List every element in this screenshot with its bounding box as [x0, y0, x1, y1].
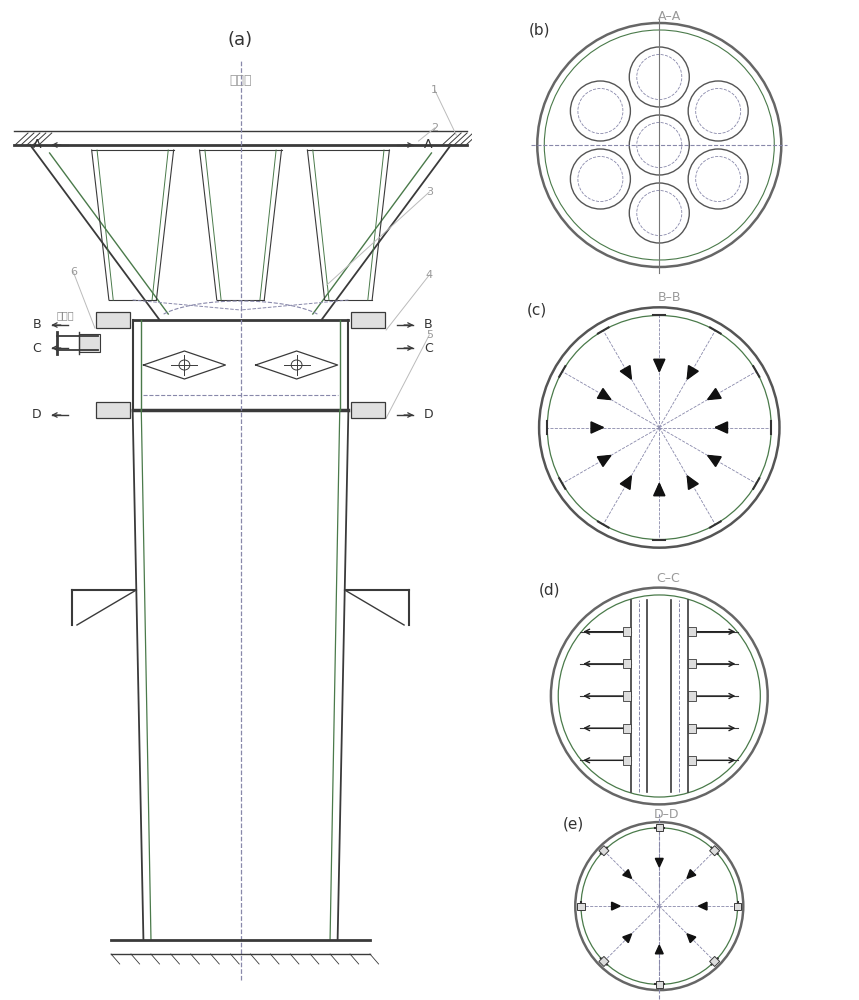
Bar — [79, 334, 101, 352]
Text: (c): (c) — [527, 303, 547, 318]
Polygon shape — [655, 361, 663, 371]
Bar — [96, 402, 131, 418]
Bar — [623, 724, 631, 733]
Bar — [710, 956, 720, 967]
Polygon shape — [708, 456, 718, 464]
Bar — [623, 659, 631, 668]
Bar — [688, 691, 696, 701]
Bar — [655, 824, 663, 831]
Polygon shape — [597, 456, 611, 466]
Text: D–D: D–D — [654, 808, 679, 821]
Polygon shape — [623, 476, 631, 487]
Polygon shape — [708, 391, 718, 399]
Text: C–C: C–C — [656, 572, 680, 585]
Bar — [710, 846, 720, 856]
Text: 5: 5 — [426, 330, 433, 340]
Polygon shape — [687, 366, 698, 379]
Text: 2: 2 — [431, 123, 438, 133]
Polygon shape — [655, 945, 663, 954]
Bar — [96, 312, 131, 328]
Polygon shape — [620, 366, 631, 379]
Bar — [350, 312, 385, 328]
Polygon shape — [620, 476, 631, 489]
Text: 来流气: 来流气 — [229, 74, 252, 87]
Bar — [688, 659, 696, 668]
Polygon shape — [600, 391, 611, 399]
Text: 洗涤液: 洗涤液 — [57, 310, 75, 320]
Polygon shape — [593, 424, 603, 431]
Bar — [599, 846, 609, 856]
Text: A: A — [33, 138, 41, 151]
Polygon shape — [687, 368, 696, 379]
Text: B: B — [423, 318, 433, 332]
Polygon shape — [655, 484, 663, 494]
Text: 6: 6 — [70, 267, 76, 277]
Bar — [577, 903, 584, 910]
Text: (e): (e) — [564, 817, 584, 832]
Bar — [688, 756, 696, 765]
Polygon shape — [687, 870, 696, 878]
Text: D: D — [423, 408, 434, 422]
Polygon shape — [687, 476, 696, 487]
Bar — [688, 724, 696, 733]
Text: A–A: A–A — [658, 10, 681, 23]
Polygon shape — [716, 424, 726, 431]
Polygon shape — [591, 422, 603, 433]
Text: 1: 1 — [431, 85, 438, 95]
Text: (a): (a) — [228, 31, 253, 49]
Polygon shape — [654, 484, 665, 496]
Polygon shape — [708, 389, 722, 399]
Bar — [688, 627, 696, 636]
Polygon shape — [687, 476, 698, 489]
Polygon shape — [623, 934, 631, 943]
Bar — [623, 627, 631, 636]
Polygon shape — [654, 359, 665, 371]
Polygon shape — [655, 858, 663, 867]
Bar — [599, 956, 609, 967]
Polygon shape — [623, 368, 631, 379]
Polygon shape — [687, 934, 696, 943]
Text: A: A — [423, 138, 432, 151]
Polygon shape — [597, 389, 611, 399]
Text: 4: 4 — [426, 270, 433, 280]
Polygon shape — [623, 870, 631, 878]
Bar — [623, 691, 631, 701]
Text: C: C — [423, 342, 433, 355]
Polygon shape — [600, 456, 611, 464]
Text: B: B — [33, 318, 41, 332]
Text: 3: 3 — [426, 187, 433, 197]
Polygon shape — [716, 422, 728, 433]
Bar — [655, 981, 663, 988]
Bar — [350, 402, 385, 418]
Polygon shape — [698, 902, 707, 910]
Text: (d): (d) — [539, 583, 560, 598]
Text: B–B: B–B — [658, 291, 681, 304]
Text: D: D — [31, 408, 41, 422]
Bar — [734, 903, 741, 910]
Text: C: C — [32, 342, 41, 355]
Bar — [623, 756, 631, 765]
Polygon shape — [708, 456, 722, 466]
Polygon shape — [612, 902, 620, 910]
Text: (b): (b) — [528, 22, 550, 37]
